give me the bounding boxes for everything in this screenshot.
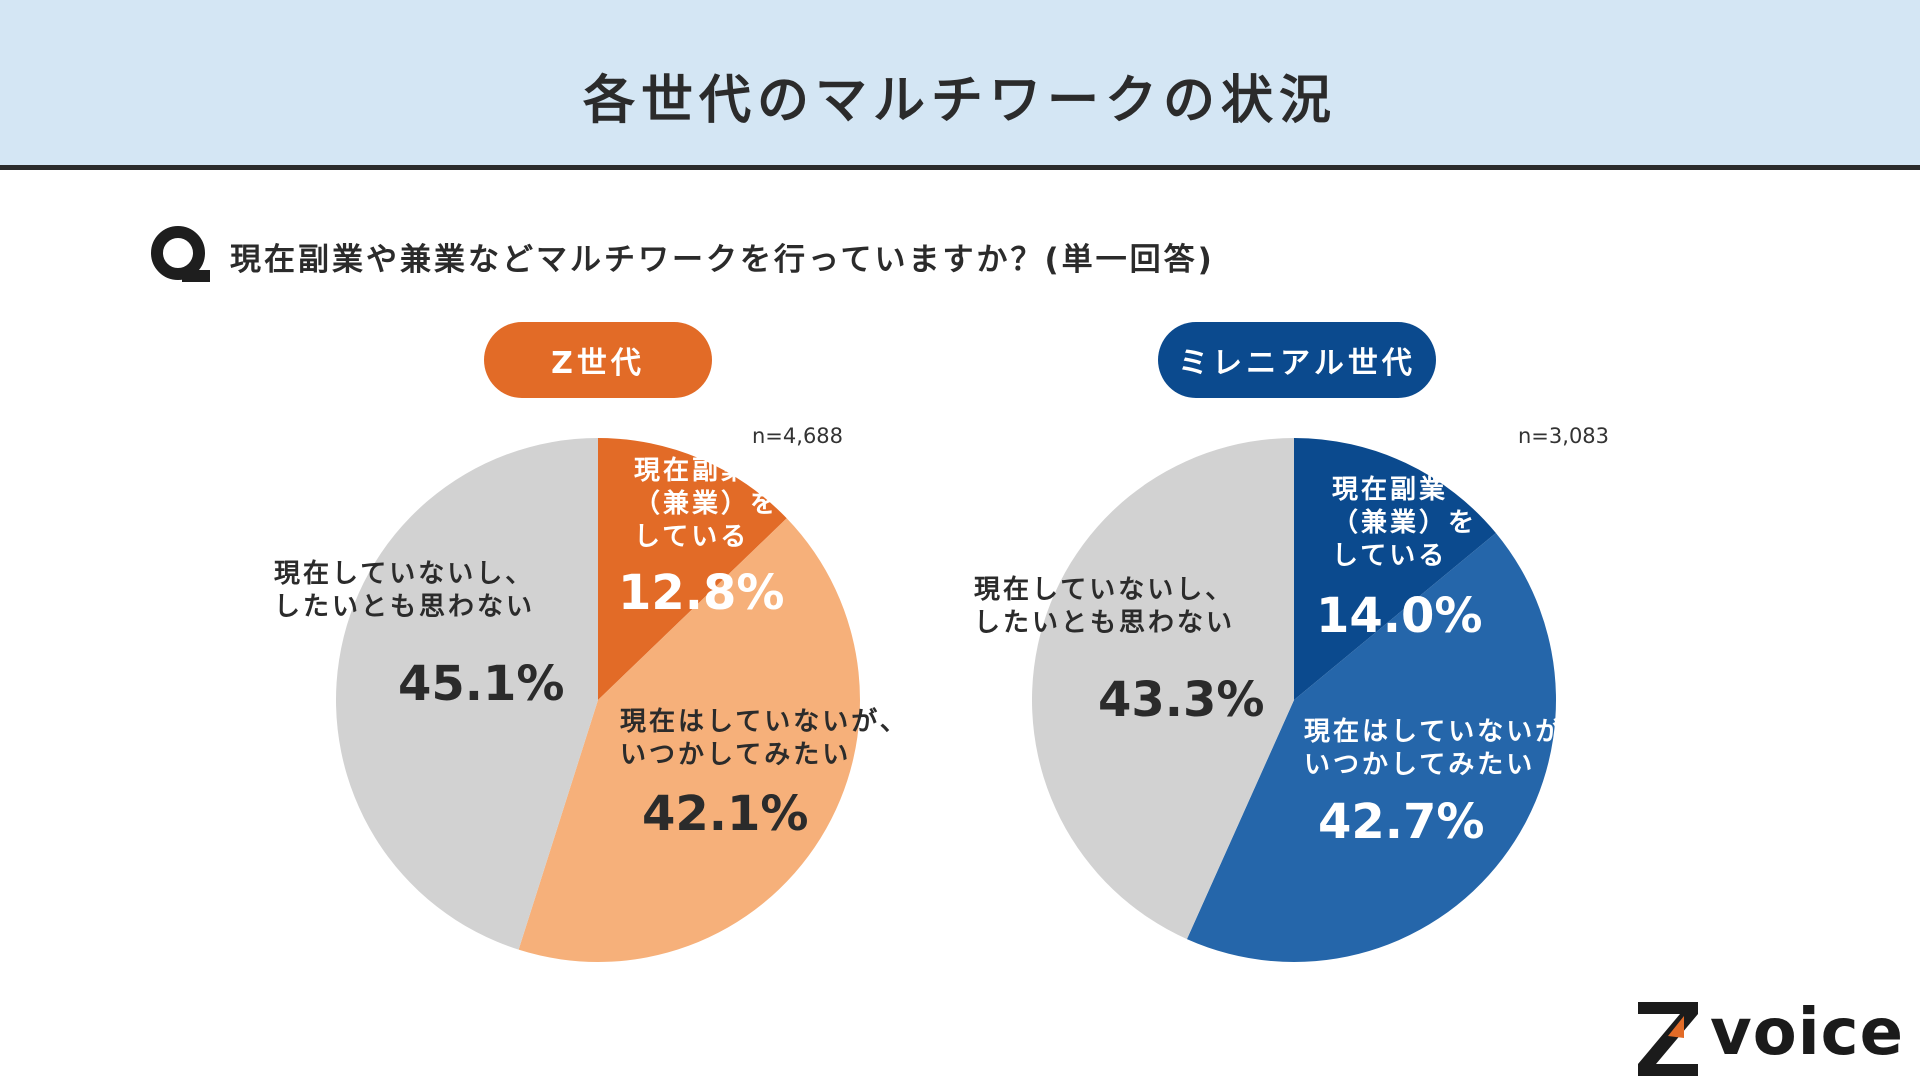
millennial-never-label: 現在していないし、 したいとも思わない	[974, 575, 1236, 638]
millennial-slice-0	[1294, 438, 1496, 700]
gen-z-pie	[335, 437, 860, 963]
millennial-pill: ミレニアル世代	[1158, 322, 1436, 398]
millennial-someday-label: 現在はしていないが、 いつかしてみたい	[1304, 717, 1593, 780]
page-title: 各世代のマルチワークの状況	[582, 71, 1337, 131]
q-icon	[151, 226, 210, 282]
millennial-never-value: 43.3%	[1098, 672, 1265, 728]
gen-z-doing-value: 12.8%	[618, 565, 785, 621]
gen-z-never-value: 45.1%	[398, 656, 565, 712]
gen-z-someday-value: 42.1%	[642, 786, 809, 842]
millennial-sample-size: n=3,083	[1518, 424, 1610, 448]
gen-z-sample-size: n=4,688	[752, 424, 844, 448]
zvoice-logo: voice	[1638, 996, 1908, 1080]
millennial-slice-2	[1032, 438, 1294, 940]
gen-z-pill: Z世代	[484, 322, 712, 398]
gen-z-slice-2	[335, 437, 598, 950]
millennial-someday-value: 42.7%	[1318, 794, 1485, 850]
gen-z-slice-1	[518, 518, 860, 963]
gen-z-someday-label: 現在はしていないが、 いつかしてみたい	[620, 707, 909, 770]
millennial-doing-value: 14.0%	[1316, 588, 1483, 644]
title-banner: 各世代のマルチワークの状況	[0, 0, 1920, 170]
gen-z-doing-label: 現在副業 （兼業）を している	[634, 456, 780, 552]
z-logo-icon	[1638, 1002, 1698, 1076]
millennial-pie	[1032, 438, 1556, 962]
millennial-doing-label: 現在副業 （兼業）を している	[1332, 475, 1478, 571]
question-text: 現在副業や兼業などマルチワークを行っていますか？(単一回答)	[230, 242, 1215, 278]
millennial-slice-1	[1186, 532, 1556, 962]
gen-z-never-label: 現在していないし、 したいとも思わない	[274, 559, 536, 622]
gen-z-slice-0	[598, 438, 787, 700]
logo-text: voice	[1710, 996, 1904, 1070]
